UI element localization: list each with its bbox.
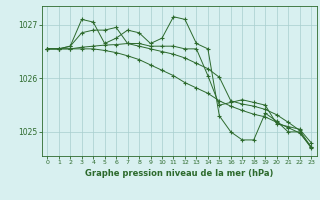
X-axis label: Graphe pression niveau de la mer (hPa): Graphe pression niveau de la mer (hPa)	[85, 169, 273, 178]
